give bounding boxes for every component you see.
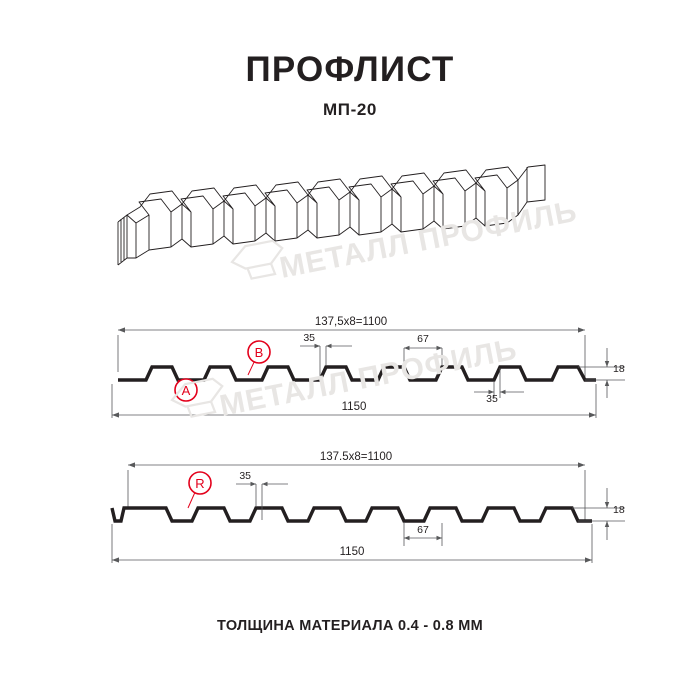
dim-height-bottom-profile: 18 bbox=[613, 504, 625, 516]
dim-rib-top-width-bottom-profile: 35 bbox=[239, 470, 251, 482]
dim-valley-width-top-profile: 35 bbox=[486, 393, 498, 405]
profile-top-section bbox=[118, 365, 596, 382]
marker-r: R bbox=[187, 471, 212, 509]
profile-bottom-group: 137.5x8=1100 35 67 bbox=[110, 451, 625, 563]
dim-top-pitch-bottom-profile: 137.5x8=1100 bbox=[320, 451, 392, 463]
dim-rib-pitch-bottom-profile: 67 bbox=[417, 524, 429, 536]
dim-rib-top-width-top-profile: 35 bbox=[303, 332, 315, 344]
dim-overall-width-bottom-profile: 1150 bbox=[340, 546, 365, 558]
material-thickness-caption: ТОЛЩИНА МАТЕРИАЛА 0.4 - 0.8 ММ bbox=[217, 618, 483, 634]
arrow-left bbox=[118, 327, 125, 333]
dim-35-bottom-profile-group bbox=[236, 483, 288, 520]
arrow-right bbox=[578, 327, 585, 333]
profile-bottom-section bbox=[110, 506, 592, 523]
dim-overall-width-top-profile: 1150 bbox=[342, 401, 367, 413]
dim-height-top-profile: 18 bbox=[613, 363, 625, 375]
isometric-sheet-view bbox=[117, 164, 546, 266]
dim-rib-pitch-top-profile: 67 bbox=[417, 333, 429, 345]
marker-a: A bbox=[174, 378, 198, 402]
marker-a-label: A bbox=[182, 383, 191, 398]
watermark-text: МЕТАЛЛ ПРОФИЛЬ bbox=[277, 195, 580, 285]
dim-67-bottom-profile-group bbox=[403, 523, 443, 546]
marker-b: B bbox=[247, 340, 271, 376]
marker-b-label: B bbox=[255, 345, 264, 360]
dim-67-top-group bbox=[403, 347, 443, 366]
marker-r-label: R bbox=[195, 476, 204, 491]
dim-top-pitch-top-profile: 137,5x8=1100 bbox=[315, 316, 387, 328]
profile-top-group: 137,5x8=1100 35 67 bbox=[111, 316, 625, 418]
caption-block: ТОЛЩИНА МАТЕРИАЛА 0.4 - 0.8 ММ bbox=[0, 618, 700, 634]
